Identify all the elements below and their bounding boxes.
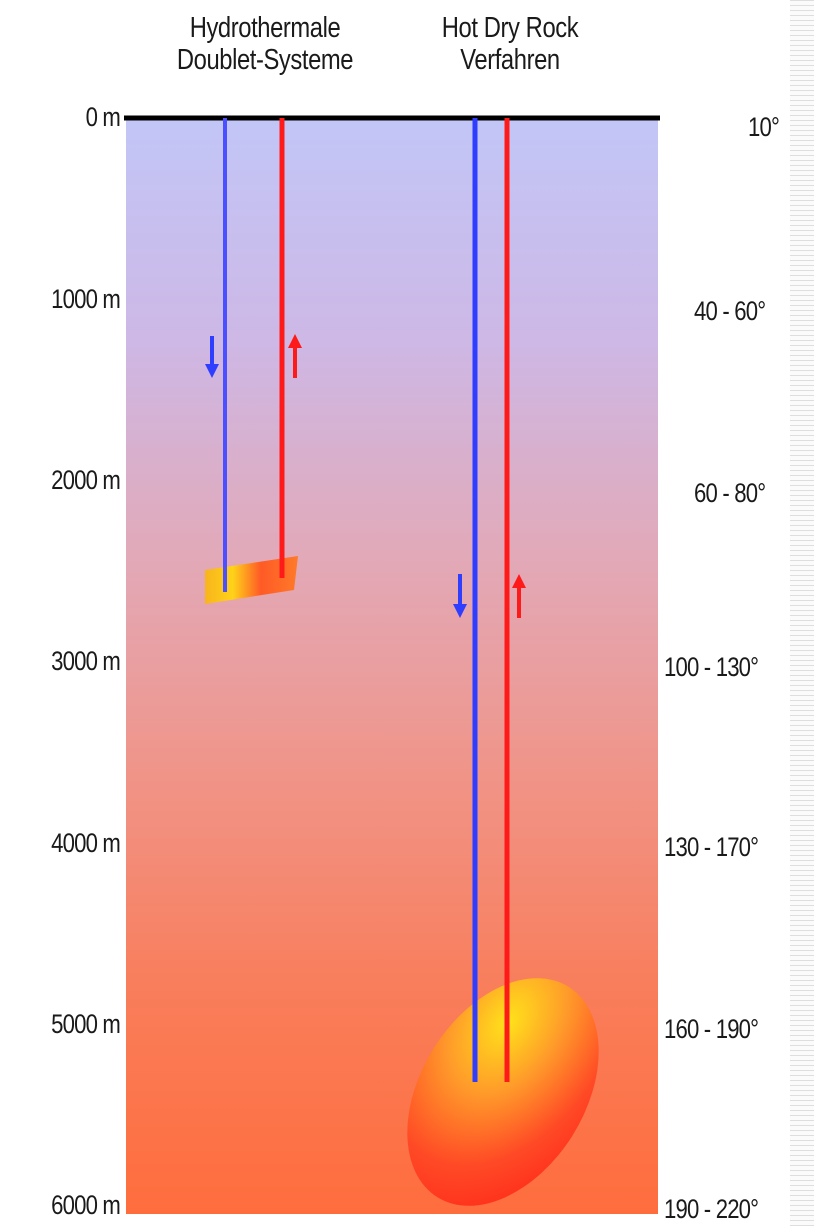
- temperature-label-160-190: 160 - 190°: [664, 1014, 758, 1044]
- depth-label-4000: 4000 m: [51, 828, 120, 858]
- temperature-label-130-170: 130 - 170°: [664, 832, 758, 862]
- temperature-label-40-60: 40 - 60°: [694, 296, 765, 326]
- hydrothermal-title-line2: Doublet-Systeme: [163, 44, 368, 76]
- hot-dry-rock-title-line1: Hot Dry Rock: [420, 12, 600, 44]
- depth-label-3000: 3000 m: [51, 646, 120, 676]
- temperature-label-60-80: 60 - 80°: [694, 478, 765, 508]
- hot-dry-rock-title: Hot Dry Rock Verfahren: [420, 12, 600, 76]
- temperature-label-10: 10°: [748, 112, 779, 142]
- hot-dry-rock-title-line2: Verfahren: [420, 44, 600, 76]
- depth-label-6000: 6000 m: [51, 1190, 120, 1220]
- depth-label-5000: 5000 m: [51, 1009, 120, 1039]
- temperature-label-190-220: 190 - 220°: [664, 1194, 758, 1224]
- temperature-label-100-130: 100 - 130°: [664, 652, 758, 682]
- depth-label-1000: 1000 m: [51, 284, 120, 314]
- depth-label-0: 0 m: [86, 102, 120, 132]
- depth-label-2000: 2000 m: [51, 465, 120, 495]
- hydrothermal-title-line1: Hydrothermale: [163, 12, 368, 44]
- hydrothermal-title: Hydrothermale Doublet-Systeme: [163, 12, 368, 76]
